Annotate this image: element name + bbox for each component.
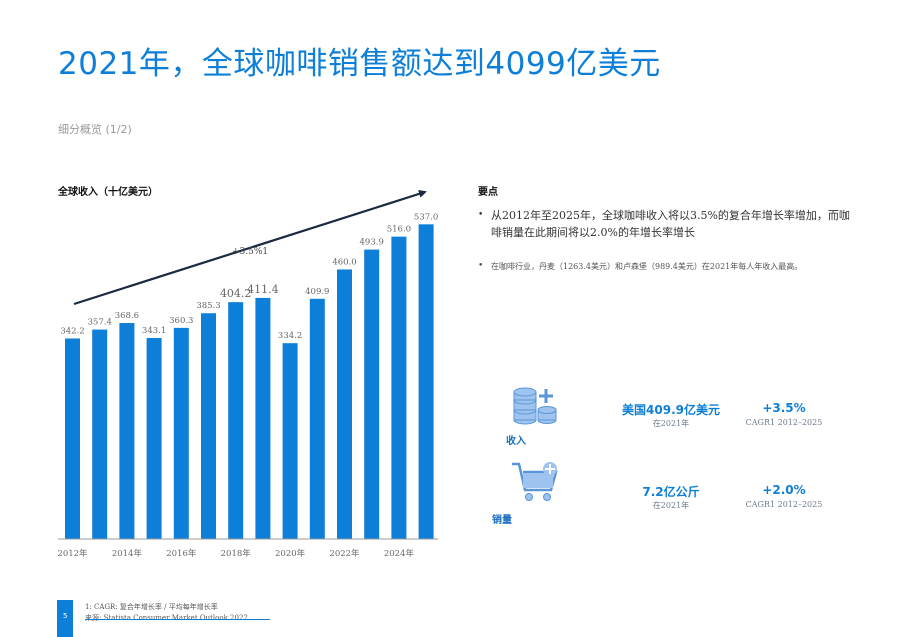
bar-value-label: 357.4 [88,318,112,328]
bar-2024年 [391,236,407,540]
footnote-underline [85,619,270,620]
x-tick-label: 2012年 [57,548,88,559]
footnote-cagr: 1: CAGR: 复合年增长率 / 平均每年增长率 [85,603,218,611]
metric-label-revenue: 收入 [506,436,526,447]
bar-2012年 [65,338,80,539]
chart-heading: 全球收入（十亿美元） [58,187,158,198]
page-title: 2021年，全球咖啡销售额达到4099亿美元 [58,46,661,82]
metric-growth-sub-volume: CAGR1 2012–2025 [745,500,823,509]
shopping-cart-plus-icon [512,462,558,501]
x-tick-label: 2022年 [329,548,360,559]
trend-arrow [73,190,427,306]
bar-value-label: 343.1 [142,326,166,336]
x-tick-label: 2024年 [384,548,415,559]
bar-value-label: 334.2 [278,331,302,341]
bar-value-label: 493.9 [360,238,384,248]
key-point-text: 从2012年至2025年，全球咖啡收入将以3.5%的复合年增长率增加，而咖啡销量… [491,209,850,239]
bar-2019年 [255,297,271,539]
bullet-dot: • [478,210,484,220]
bar-value-label: 537.0 [414,212,438,222]
metric-growth-volume: +2.0% [762,483,806,497]
x-tick-label: 2014年 [112,548,143,559]
page-number-tab [57,600,73,637]
metric-value-volume: 7.2亿公斤 [642,485,700,499]
trend-annotation: +3.5%1 [232,247,268,257]
footnote-source: 来源: Statista Consumer Market Outlook 202… [85,614,248,622]
bar-value-label: 516.0 [387,225,411,235]
bar-2021年 [309,298,325,539]
page-subtitle: 细分概览 (1/2) [58,123,132,136]
bar-value-label: 342.2 [60,326,84,336]
key-point-item: • 从2012年至2025年，全球咖啡收入将以3.5%的复合年增长率增加，而咖啡… [478,207,853,243]
bar-2025年 [418,224,434,539]
metric-value-sub-volume: 在2021年 [652,501,690,510]
bar-value-label: 460.0 [332,257,356,267]
x-tick-label: 2016年 [166,548,197,559]
key-point-text: 在咖啡行业，丹麦（1263.4美元）和卢森堡（989.4美元）在2021年每人年… [491,262,803,271]
bar-value-label: 411.4 [247,283,279,296]
bar-2016年 [173,327,189,539]
metric-value-sub-revenue: 在2021年 [652,419,690,428]
bullet-dot: • [478,261,484,271]
metric-growth-revenue: +3.5% [762,401,806,415]
x-tick-label: 2020年 [275,548,306,559]
bar-2022年 [337,269,352,539]
bar-value-label: 385.3 [196,301,220,311]
metric-growth-sub-revenue: CAGR1 2012–2025 [745,418,823,427]
bar-2017年 [201,313,216,539]
metric-value-revenue: 美国409.9亿美元 [622,403,720,417]
page-number: 5 [63,612,68,620]
bar-2013年 [92,329,108,539]
key-points-heading: 要点 [478,187,498,198]
coins-plus-icon [513,387,557,425]
x-tick-label: 2018年 [221,548,252,559]
bar-value-label: 409.9 [305,287,329,297]
bar-value-label: 404.2 [220,287,252,300]
bar-2023年 [364,249,380,540]
bar-value-label: 360.3 [169,316,193,326]
bar-2020年 [282,343,298,539]
bar-2014年 [119,323,135,539]
bar-value-label: 368.6 [115,311,139,321]
bar-2018年 [228,302,244,539]
metric-label-volume: 销量 [492,515,512,526]
bar-2015年 [146,337,162,539]
